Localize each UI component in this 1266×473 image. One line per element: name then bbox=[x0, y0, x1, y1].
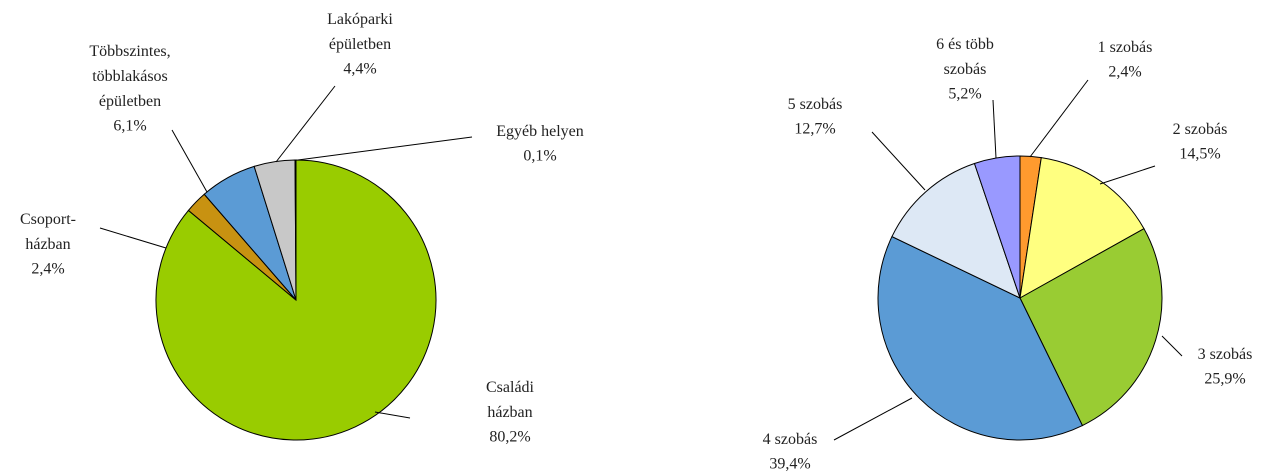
value-label: 5,2% bbox=[948, 86, 981, 103]
value-label: 2,4% bbox=[31, 261, 64, 278]
label-line: 5 szobás bbox=[788, 96, 843, 113]
slice-label: 4 szobás bbox=[763, 431, 818, 448]
value-label: 14,5% bbox=[1179, 146, 1220, 163]
leader-line bbox=[1099, 165, 1156, 185]
pie-slice bbox=[891, 162, 1021, 299]
label-line: Családi bbox=[486, 379, 535, 396]
value-label: 2,4% bbox=[1108, 64, 1141, 81]
pie-slice bbox=[1019, 157, 1145, 299]
slice-label: 6 és több szobás bbox=[936, 36, 994, 78]
value-label: 25,9% bbox=[1204, 371, 1245, 388]
label-line: Lakóparki bbox=[327, 11, 393, 28]
pie-slice bbox=[877, 235, 1084, 441]
leader-line bbox=[1029, 79, 1089, 158]
slice-label: 3 szobás bbox=[1198, 346, 1253, 363]
pie-slice bbox=[294, 159, 297, 301]
label-line: 2 szobás bbox=[1173, 121, 1228, 138]
slice-label: 5 szobás bbox=[788, 96, 843, 113]
slice-label: Lakóparki épületben bbox=[327, 11, 393, 53]
label-line: Többszintes, bbox=[89, 43, 170, 60]
pie-slice bbox=[1019, 227, 1163, 427]
label-line: többlakásos bbox=[92, 68, 168, 85]
leader-line bbox=[992, 99, 997, 159]
value-label: 39,4% bbox=[769, 456, 810, 473]
leader-line bbox=[99, 227, 167, 249]
value-label: 0,1% bbox=[523, 148, 556, 165]
value-label: 6,1% bbox=[113, 118, 146, 135]
leader-line bbox=[1161, 335, 1183, 357]
label-line: Csoport- bbox=[20, 211, 76, 228]
label-line: házban bbox=[487, 404, 532, 421]
label-line: Egyéb helyen bbox=[496, 123, 584, 140]
label-line: 1 szobás bbox=[1098, 39, 1153, 56]
label-line: épületben bbox=[99, 93, 161, 110]
leader-line bbox=[275, 85, 336, 163]
slice-label: Többszintes, többlakásos épületben bbox=[89, 43, 170, 110]
value-label: 4,4% bbox=[343, 61, 376, 78]
label-line: házban bbox=[25, 236, 70, 253]
value-label: 80,2% bbox=[489, 429, 530, 446]
label-line: épületben bbox=[329, 36, 391, 53]
pie-slice bbox=[973, 155, 1021, 299]
leader-line bbox=[297, 136, 473, 161]
label-line: 3 szobás bbox=[1198, 346, 1253, 363]
leader-line bbox=[833, 397, 913, 441]
label-line: 6 és több bbox=[936, 36, 994, 53]
slice-label: Családi házban bbox=[486, 379, 535, 421]
label-line: szobás bbox=[944, 61, 987, 78]
leader-line bbox=[374, 411, 411, 419]
value-label: 12,7% bbox=[794, 121, 835, 138]
leader-line bbox=[171, 129, 208, 193]
leader-line bbox=[871, 131, 926, 191]
label-line: 4 szobás bbox=[763, 431, 818, 448]
slice-label: 1 szobás bbox=[1098, 39, 1153, 56]
slice-label: Csoport-házban bbox=[20, 211, 76, 253]
slice-label: 2 szobás bbox=[1173, 121, 1228, 138]
slice-label: Egyéb helyen bbox=[496, 123, 584, 140]
